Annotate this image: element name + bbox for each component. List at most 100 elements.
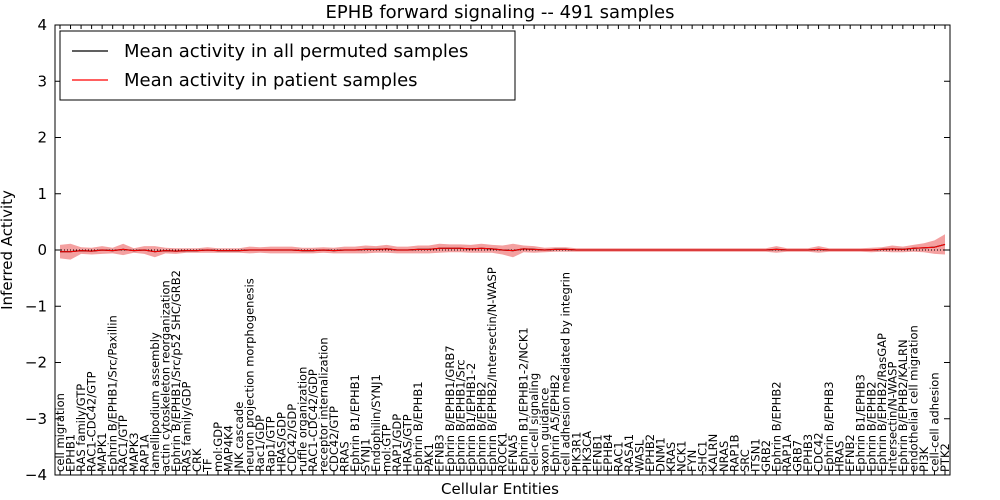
x-tick-label: Ephrin B1/EPHB1-2 bbox=[464, 363, 478, 472]
x-tick-label: CDC42/GDP bbox=[285, 404, 299, 472]
legend-label-permuted: Mean activity in all permuted samples bbox=[124, 41, 468, 62]
x-tick-label: FYN bbox=[685, 450, 699, 472]
x-tick-label: Ephrin B/EPHB2/RasGAP bbox=[875, 333, 889, 472]
x-tick-label: WASL bbox=[633, 439, 647, 472]
x-tick-label: cell-cell signaling bbox=[527, 373, 541, 472]
x-tick-label: RRAS bbox=[338, 441, 352, 472]
x-tick-label: EFNB3 bbox=[432, 434, 446, 472]
x-tick-label: Rac1/GDP bbox=[253, 415, 267, 472]
y-tick-label: 3 bbox=[37, 72, 47, 90]
x-tick-label: PIK3CA bbox=[580, 431, 594, 472]
x-tick-label: HRAS/GDP bbox=[274, 412, 288, 472]
x-tick-label: PTK2 bbox=[938, 443, 952, 472]
x-tick-label: RAS family/GDP bbox=[179, 382, 193, 472]
x-tick-label: MAPK1 bbox=[95, 432, 109, 472]
y-tick-label: −4 bbox=[25, 466, 47, 484]
y-tick-label: 4 bbox=[37, 16, 47, 34]
x-tick-label: JNK cascade bbox=[232, 402, 246, 473]
x-tick-label: Ephrin B1/EPHB1 bbox=[348, 374, 362, 472]
x-tick-label: RAP1/GDP bbox=[390, 414, 404, 472]
x-tick-label: KRAS bbox=[664, 442, 678, 472]
x-tick-label: CDC42 bbox=[812, 432, 826, 472]
x-tick-label: mol:GTP bbox=[380, 424, 394, 472]
x-tick-label: Ephrin B1/EPHB1-2/NCK1 bbox=[517, 327, 531, 472]
x-tick-label: Ephrin B1/EPHB3 bbox=[854, 374, 868, 472]
x-tick-label: MAP4K4 bbox=[222, 425, 236, 472]
x-tick-label: lamellipodium assembly bbox=[148, 332, 162, 472]
x-tick-label: SRC bbox=[738, 449, 752, 472]
x-tick-label: Ephrin B/EPHB1/Src/p52 SHC/GRB2 bbox=[169, 270, 183, 472]
x-tick-label: TF bbox=[201, 458, 215, 473]
x-tick-label: Ephrin B/EPHB2/KALRN bbox=[896, 339, 910, 472]
x-tick-label: Ephrin B/EPHB1/Src bbox=[453, 359, 467, 472]
x-tick-label: MAPK3 bbox=[127, 432, 141, 472]
x-tick-label: ruffle organization bbox=[295, 367, 309, 472]
x-tick-label: Ephrin B/EPHB2/Intersectin/N-WASP bbox=[485, 267, 499, 472]
x-tick-label: Ephrin B/EPHB1/GRB7 bbox=[443, 345, 457, 472]
x-tick-label: cell migration bbox=[53, 393, 67, 472]
x-tick-label: RAC1-CDC42/GDP bbox=[306, 369, 320, 472]
x-tick-label: RAP1A bbox=[780, 434, 794, 472]
x-axis-label: Cellular Entities bbox=[441, 480, 559, 498]
legend: Mean activity in all permuted samples Me… bbox=[59, 30, 516, 101]
x-tick-label: mol:GDP bbox=[211, 422, 225, 472]
x-tick-label: CDC42/GTP bbox=[327, 406, 341, 472]
x-tick-label: NRAS bbox=[717, 441, 731, 472]
x-tick-label: ITSN1 bbox=[748, 438, 762, 472]
x-tick-label: NCK1 bbox=[675, 441, 689, 473]
patient-mean-line bbox=[60, 243, 946, 253]
y-tick-label: −3 bbox=[25, 410, 47, 428]
x-tick-label: HRAS bbox=[833, 441, 847, 472]
chart-title: EPHB forward signaling -- 491 samples bbox=[326, 2, 675, 23]
x-tick-label: EPHB3 bbox=[801, 434, 815, 472]
legend-label-patient: Mean activity in patient samples bbox=[124, 70, 418, 91]
x-tick-label: actin cytoskeleton reorganization bbox=[158, 280, 172, 472]
x-tick-label: Endophilin/SYNJ1 bbox=[369, 374, 383, 472]
x-tick-label: KALRN bbox=[706, 434, 720, 472]
x-tick-label: RAP1A bbox=[137, 434, 151, 472]
x-tick-label: receptor internalization bbox=[316, 337, 330, 472]
x-tick-label: endothelial cell migration bbox=[906, 325, 920, 472]
x-tick-label: cell adhesion mediated by integrin bbox=[559, 272, 573, 472]
x-tick-label: Ephrin B/EPHB2 bbox=[864, 381, 878, 472]
x-tick-label: PAK1 bbox=[422, 443, 436, 472]
legend-box bbox=[59, 30, 516, 101]
x-tick-label: cell-cell adhesion bbox=[928, 372, 942, 472]
x-tick-label: SYNJ1 bbox=[359, 438, 373, 472]
x-tick-label: EFNB2 bbox=[843, 434, 857, 472]
x-tick-label: Rap1/GTP bbox=[264, 416, 278, 472]
x-tick-label: Ephrin B/EPHB2 bbox=[769, 381, 783, 472]
x-tick-label: EFNB1 bbox=[590, 434, 604, 472]
y-tick-label: 0 bbox=[37, 241, 47, 259]
y-tick-label: 1 bbox=[37, 185, 47, 203]
x-tick-label: neuron projection morphogenesis bbox=[243, 278, 257, 472]
x-tick-label: RAC1-CDC42/GTP bbox=[85, 371, 99, 472]
x-tick-label: EFNA5 bbox=[506, 434, 520, 472]
x-tick-label: RAP1B bbox=[727, 434, 741, 472]
x-tick-label: PIK3R1 bbox=[569, 432, 583, 473]
x-tick-label: DNM1 bbox=[654, 437, 668, 472]
x-tick-label: axon guidance bbox=[538, 388, 552, 472]
plot-area bbox=[55, 234, 950, 260]
x-tick-label: RAC1 bbox=[611, 441, 625, 472]
x-tick-label: RAS family/GTP bbox=[74, 384, 88, 472]
y-axis-label: Inferred Activity bbox=[0, 190, 16, 310]
x-tick-label: RASA1 bbox=[622, 434, 636, 472]
x-tick-label: GRB7 bbox=[791, 440, 805, 472]
x-tick-label: HRAS/GTP bbox=[401, 414, 415, 472]
x-tick-label: EPHB4 bbox=[601, 434, 615, 472]
x-tick-label: PI3K bbox=[917, 446, 931, 472]
y-axis: −4 −3 −2 −1 0 1 2 3 4 bbox=[25, 16, 950, 484]
x-tick-label: Ephrin B/EPHB1/Src/Paxillin bbox=[106, 315, 120, 472]
x-tick-label: SHC1 bbox=[696, 441, 710, 472]
y-tick-label: −2 bbox=[25, 354, 47, 372]
x-tick-label: Ephrin A5/EPHB2 bbox=[548, 374, 562, 472]
y-tick-label: −1 bbox=[25, 297, 47, 315]
x-tick-label: Intersectin/N-WASP bbox=[885, 362, 899, 472]
x-tick-label: GRB2 bbox=[759, 440, 773, 472]
y-tick-label: 2 bbox=[37, 129, 47, 147]
x-tick-label: EPHB2 bbox=[643, 434, 657, 472]
x-tick-label: EPHB1 bbox=[64, 434, 78, 472]
